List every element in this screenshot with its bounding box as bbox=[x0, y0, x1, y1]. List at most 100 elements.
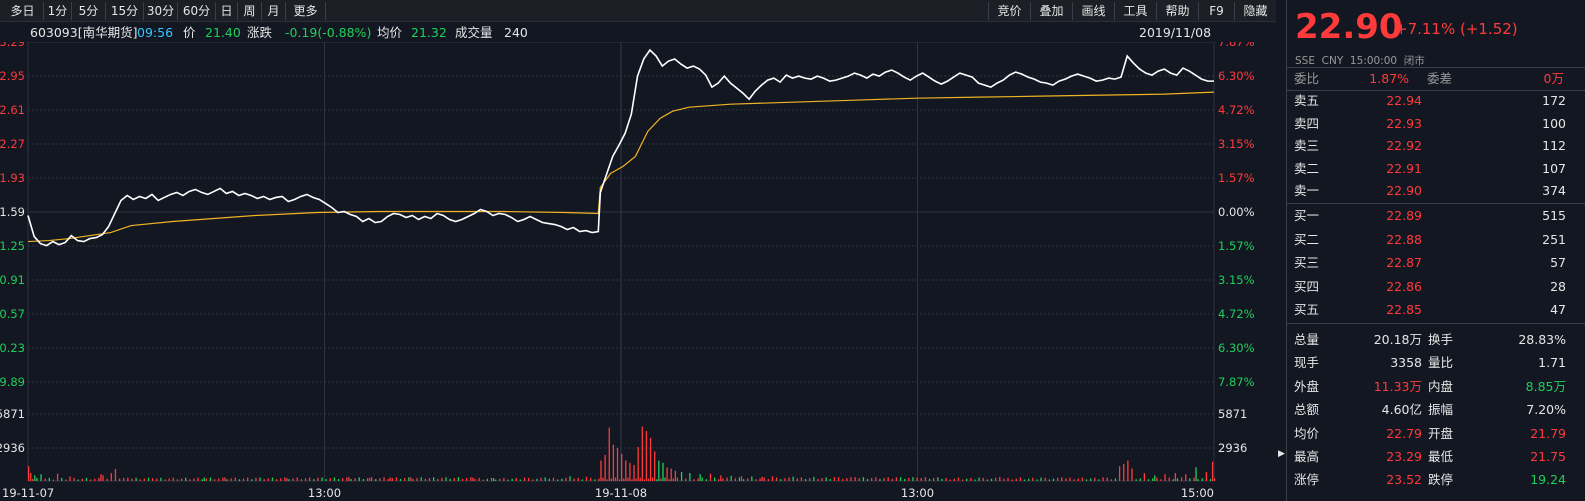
volume-bar bbox=[201, 479, 203, 481]
sell-row[interactable]: 卖三 22.92 112 bbox=[1287, 135, 1585, 157]
volume-bar bbox=[1180, 477, 1183, 481]
volume-bar bbox=[424, 478, 427, 481]
volume-bar bbox=[643, 479, 646, 481]
period-tab-9[interactable]: 更多 bbox=[286, 2, 326, 20]
volume-bar bbox=[98, 477, 100, 481]
volume-bar bbox=[668, 479, 670, 481]
period-tab-3[interactable]: 15分 bbox=[106, 2, 144, 20]
volume-bar bbox=[354, 478, 356, 481]
volume-bar bbox=[621, 453, 623, 481]
intraday-chart[interactable]: 23.29 7.87% 22.95 6.30% 22.61 4.72% 22.27 3.15%… bbox=[0, 42, 1276, 501]
buy-row[interactable]: 买三 22.87 57 bbox=[1287, 252, 1585, 274]
volume-bar bbox=[862, 477, 865, 481]
volume-bar bbox=[660, 478, 662, 481]
volume-bar bbox=[503, 477, 505, 481]
volume-bar bbox=[263, 479, 265, 481]
time-axis-label: 13:00 bbox=[901, 486, 934, 500]
volume-bar bbox=[432, 477, 435, 481]
volume-bar bbox=[887, 477, 889, 481]
period-tab-0[interactable]: 多日 bbox=[2, 2, 44, 20]
tool-button-3[interactable]: 工具 bbox=[1114, 2, 1156, 20]
order-volume: 515 bbox=[1542, 208, 1566, 223]
volume-bar bbox=[370, 477, 373, 481]
volume-bar bbox=[540, 477, 542, 481]
stats-row: 涨停 23.52 跌停 19.24 bbox=[1287, 469, 1585, 491]
weicha-value: 0万 bbox=[1543, 71, 1564, 86]
tool-button-4[interactable]: 帮助 bbox=[1156, 2, 1198, 20]
volume-label: 成交量 bbox=[455, 25, 493, 40]
tool-button-5[interactable]: F9 bbox=[1198, 2, 1234, 20]
order-price: 22.85 bbox=[1386, 302, 1422, 318]
volume-bar bbox=[585, 476, 588, 481]
volume-bar bbox=[317, 477, 319, 481]
volume-bar bbox=[759, 478, 761, 481]
tool-button-0[interactable]: 竞价 bbox=[988, 2, 1030, 20]
volume-bar bbox=[160, 477, 162, 481]
volume-bar bbox=[292, 478, 294, 481]
tool-button-1[interactable]: 叠加 bbox=[1030, 2, 1072, 20]
divider bbox=[1287, 323, 1585, 324]
volume-bar bbox=[453, 478, 455, 481]
volume-bar bbox=[172, 477, 174, 481]
order-price: 22.86 bbox=[1386, 278, 1422, 294]
order-volume: 374 bbox=[1542, 183, 1566, 199]
stat-value: 3358 bbox=[1390, 355, 1422, 371]
tool-button-2[interactable]: 画线 bbox=[1072, 2, 1114, 20]
order-volume: 251 bbox=[1542, 231, 1566, 247]
sell-row[interactable]: 卖五 22.94 172 bbox=[1287, 90, 1585, 112]
volume-bar bbox=[1168, 477, 1170, 481]
period-tab-7[interactable]: 周 bbox=[238, 2, 262, 20]
buy-row[interactable]: 买五 22.85 47 bbox=[1287, 299, 1585, 321]
volume-bar bbox=[1164, 474, 1166, 481]
buy-row[interactable]: 买四 22.86 28 bbox=[1287, 276, 1585, 298]
volume-bar bbox=[577, 477, 579, 481]
sell-row[interactable]: 卖二 22.91 107 bbox=[1287, 158, 1585, 180]
volume-bar bbox=[858, 478, 860, 481]
period-tab-1[interactable]: 1分 bbox=[44, 2, 72, 20]
period-tab-8[interactable]: 月 bbox=[262, 2, 286, 20]
price-label: 价 bbox=[183, 25, 196, 40]
order-level-label: 卖二 bbox=[1294, 160, 1320, 176]
weibi-row: 委比 1.87% 委差 0万 bbox=[1287, 68, 1585, 90]
time-axis-label: 19-11-07 bbox=[2, 486, 54, 500]
stat-value: 1.71 bbox=[1538, 355, 1566, 371]
left-axis-label: 22.61 bbox=[0, 103, 25, 117]
volume-bar bbox=[734, 478, 736, 481]
volume-bar bbox=[825, 477, 827, 481]
sell-row[interactable]: 卖一 22.90 374 bbox=[1287, 180, 1585, 202]
volume-bar bbox=[569, 476, 571, 481]
volume-bar bbox=[296, 477, 298, 481]
tool-button-6[interactable]: 隐藏 bbox=[1234, 2, 1276, 20]
stat-value: 20.18万 bbox=[1373, 332, 1422, 347]
volume-bar bbox=[472, 477, 474, 481]
volume-bar bbox=[251, 479, 253, 481]
average-price-line bbox=[27, 91, 1215, 243]
volume-bar bbox=[608, 427, 610, 481]
volume-bar bbox=[127, 477, 129, 481]
volume-bar bbox=[999, 477, 1001, 481]
volume-bar bbox=[532, 479, 534, 481]
chart-date: 2019/11/08 bbox=[1139, 25, 1212, 40]
volume-bar bbox=[775, 477, 778, 481]
volume-bar bbox=[69, 476, 71, 481]
buy-row[interactable]: 买二 22.88 251 bbox=[1287, 229, 1585, 251]
stock-code: 603093[南华期货] bbox=[30, 25, 138, 40]
period-tab-6[interactable]: 日 bbox=[216, 2, 238, 20]
volume-bar bbox=[515, 477, 517, 481]
stat-label: 最低 bbox=[1428, 449, 1454, 464]
collapse-panel-icon[interactable]: ▶ bbox=[1278, 449, 1285, 459]
volume-bar bbox=[81, 478, 84, 481]
volume-bar bbox=[780, 479, 782, 481]
volume-bar bbox=[176, 479, 179, 481]
volume-bar bbox=[528, 477, 530, 481]
volume-bar bbox=[1185, 474, 1187, 481]
period-tab-5[interactable]: 60分 bbox=[178, 2, 216, 20]
period-tab-2[interactable]: 5分 bbox=[72, 2, 106, 20]
sell-row[interactable]: 卖四 22.93 100 bbox=[1287, 113, 1585, 135]
period-tab-4[interactable]: 30分 bbox=[144, 2, 178, 20]
volume-bar bbox=[275, 479, 278, 481]
buy-row[interactable]: 买一 22.89 515 bbox=[1287, 205, 1585, 227]
divider bbox=[1287, 67, 1585, 68]
volume-bar bbox=[699, 474, 701, 481]
volume-bar bbox=[350, 479, 352, 481]
